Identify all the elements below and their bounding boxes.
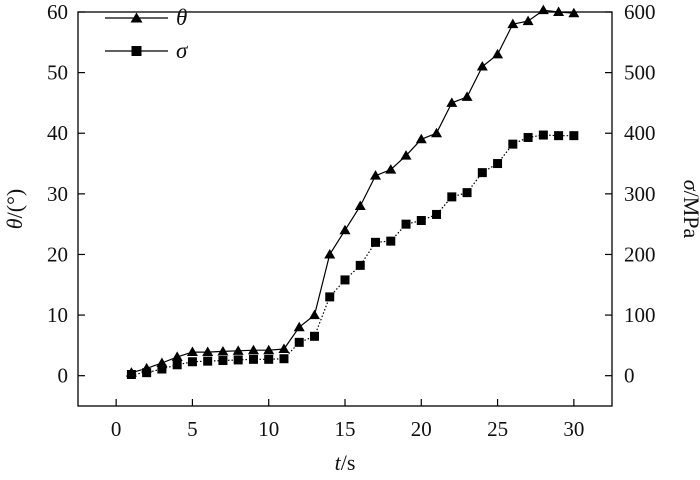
theta-point	[186, 346, 198, 357]
theta-point	[400, 150, 412, 160]
theta-point	[568, 7, 580, 18]
sigma-point	[569, 131, 579, 141]
theta-point	[217, 345, 229, 356]
legend-sigma-marker	[131, 46, 142, 56]
series-layer	[125, 4, 580, 379]
y-right-tick-label: 600	[624, 0, 656, 24]
theta-point	[537, 4, 549, 15]
sigma-point	[248, 354, 258, 364]
x-tick-label: 0	[111, 417, 122, 441]
legend-theta-label: θ	[176, 5, 187, 30]
series-line-sigma	[131, 134, 574, 376]
sigma-point	[142, 368, 152, 378]
theta-point	[415, 133, 427, 144]
theta-point	[370, 170, 382, 180]
y-right-tick-label: 200	[624, 242, 656, 266]
sigma-point	[309, 331, 319, 341]
sigma-point	[340, 275, 350, 285]
sigma-point	[508, 139, 518, 149]
theta-point	[171, 351, 183, 361]
theta-point	[492, 48, 504, 59]
sigma-point	[294, 337, 304, 347]
x-axis-label: t/s	[335, 450, 356, 475]
theta-point	[461, 91, 473, 101]
sigma-point	[493, 159, 503, 169]
sigma-point	[477, 168, 487, 178]
plot-frame	[77, 11, 613, 407]
y-axis-left-label: θ/(°)	[2, 189, 27, 229]
sigma-point	[447, 192, 457, 202]
sigma-point	[325, 292, 335, 302]
theta-point	[553, 6, 565, 16]
legend: θ σ	[105, 5, 189, 63]
y-right-tick-label: 0	[624, 364, 635, 388]
ticks-layer: 0 5 10 15 20 25 300102030405060010020030040050…	[47, 0, 656, 441]
sigma-point	[233, 355, 243, 365]
theta-point	[247, 344, 259, 355]
theta-point	[308, 309, 320, 320]
sigma-point	[386, 236, 396, 246]
y-right-tick-label: 300	[624, 182, 656, 206]
sigma-point	[371, 237, 381, 247]
legend-theta-marker	[130, 12, 143, 23]
y-left-tick-label: 60	[47, 0, 68, 24]
theta-point	[476, 61, 488, 71]
theta-point	[324, 248, 336, 259]
sigma-point	[416, 216, 426, 226]
x-tick-label: 20	[411, 417, 432, 441]
theta-point	[293, 321, 305, 332]
sigma-point	[462, 188, 472, 198]
theta-point	[339, 224, 351, 235]
sigma-point	[172, 360, 182, 370]
sigma-point	[187, 357, 197, 367]
y-left-tick-label: 30	[47, 182, 68, 206]
x-tick-label: 15	[335, 417, 356, 441]
y-left-tick-label: 40	[47, 121, 68, 145]
sigma-point	[401, 219, 411, 229]
theta-point	[431, 127, 443, 138]
theta-point	[354, 200, 366, 210]
theta-point	[202, 346, 214, 357]
theta-point	[232, 345, 244, 355]
y-left-tick-label: 10	[47, 303, 68, 327]
theta-point	[385, 164, 397, 174]
theta-point	[263, 344, 275, 355]
sigma-point	[523, 132, 533, 142]
y-right-tick-label: 100	[624, 303, 656, 327]
x-tick-label: 25	[487, 417, 508, 441]
sigma-point	[126, 369, 136, 379]
theta-point	[522, 15, 534, 26]
x-tick-label: 5	[187, 417, 198, 441]
sigma-point	[538, 130, 548, 140]
sigma-point	[554, 131, 564, 141]
x-tick-label: 30	[563, 417, 584, 441]
y-right-tick-label: 500	[624, 61, 656, 85]
sigma-point	[203, 356, 213, 366]
sigma-point	[264, 354, 274, 364]
theta-point	[278, 343, 290, 354]
y-axis-right-label: σ/MPa	[679, 180, 700, 239]
legend-sigma-label: σ	[176, 38, 189, 63]
y-left-tick-label: 50	[47, 61, 68, 85]
sigma-point	[218, 356, 228, 366]
theta-point	[507, 18, 519, 29]
sigma-point	[432, 209, 442, 219]
sigma-point	[355, 260, 365, 270]
sigma-point	[157, 364, 167, 374]
y-right-tick-label: 400	[624, 121, 656, 145]
theta-point	[446, 97, 458, 107]
x-tick-label: 10	[258, 417, 279, 441]
series-line-theta	[131, 9, 574, 374]
y-left-tick-label: 20	[47, 242, 68, 266]
y-left-tick-label: 0	[58, 364, 69, 388]
sigma-point	[279, 354, 289, 364]
